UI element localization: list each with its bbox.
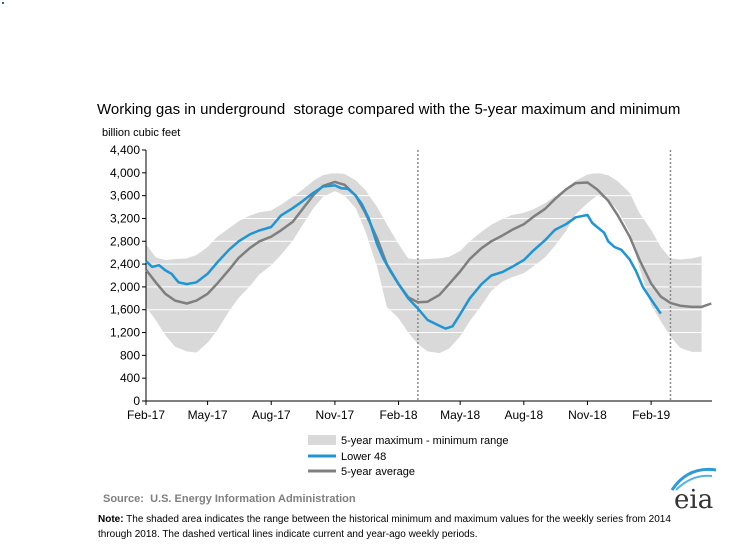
y-tick-label: 0	[133, 394, 140, 408]
chart-title: Working gas in underground storage compa…	[97, 101, 680, 118]
y-tick-label: 3,200	[110, 211, 140, 225]
x-tick-label: Nov-18	[568, 408, 607, 422]
y-tick-label: 2,400	[110, 257, 140, 271]
legend-label-range: 5-year maximum - minimum range	[341, 435, 508, 447]
y-tick-label: 800	[120, 348, 140, 362]
x-tick-label: May-18	[440, 408, 480, 422]
note-line-1: Note: The shaded area indicates the rang…	[98, 514, 671, 525]
eia-logo-arc-inner-icon	[675, 474, 713, 491]
range-band	[146, 172, 702, 354]
y-tick-label: 3,600	[110, 189, 140, 203]
y-tick-label: 1,600	[110, 303, 140, 317]
y-tick-label: 2,800	[110, 234, 140, 248]
x-tick-label: May-17	[188, 408, 228, 422]
x-tick-label: Nov-17	[316, 408, 355, 422]
y-tick-label: 4,400	[110, 143, 140, 157]
eia-logo: eia	[670, 467, 717, 515]
corner-marker	[2, 2, 4, 4]
legend-label-lower48: Lower 48	[341, 451, 386, 463]
x-tick-label: Aug-18	[504, 408, 543, 422]
x-tick-label: Feb-18	[380, 408, 418, 422]
legend-swatch-range	[308, 435, 336, 445]
x-tick-label: Aug-17	[252, 408, 291, 422]
y-tick-label: 400	[120, 371, 140, 385]
note-label: Note:	[98, 514, 124, 525]
x-tick-label: Feb-19	[632, 408, 670, 422]
y-axis-unit-label: billion cubic feet	[102, 127, 180, 139]
x-tick-label: Feb-17	[127, 408, 165, 422]
note-line-2: through 2018. The dashed vertical lines …	[98, 529, 478, 540]
legend: 5-year maximum - minimum range Lower 48 …	[308, 435, 508, 478]
y-tick-label: 4,000	[110, 166, 140, 180]
series-line-5yr-average	[145, 180, 712, 309]
legend-label-avg: 5-year average	[341, 466, 415, 478]
y-tick-label: 1,200	[110, 326, 140, 340]
series-line-lower48	[145, 184, 662, 330]
eia-logo-arc-icon	[670, 467, 717, 491]
eia-logo-text: eia	[674, 485, 713, 515]
note-text-1: The shaded area indicates the range betw…	[124, 514, 672, 525]
y-tick-label: 2,000	[110, 280, 140, 294]
plot-area: 0 400 800 1,200 1,600 2,000 2,400 2,800 3,200 3,6…	[110, 143, 712, 422]
source-text: Source: U.S. Energy Information Administ…	[103, 493, 356, 505]
